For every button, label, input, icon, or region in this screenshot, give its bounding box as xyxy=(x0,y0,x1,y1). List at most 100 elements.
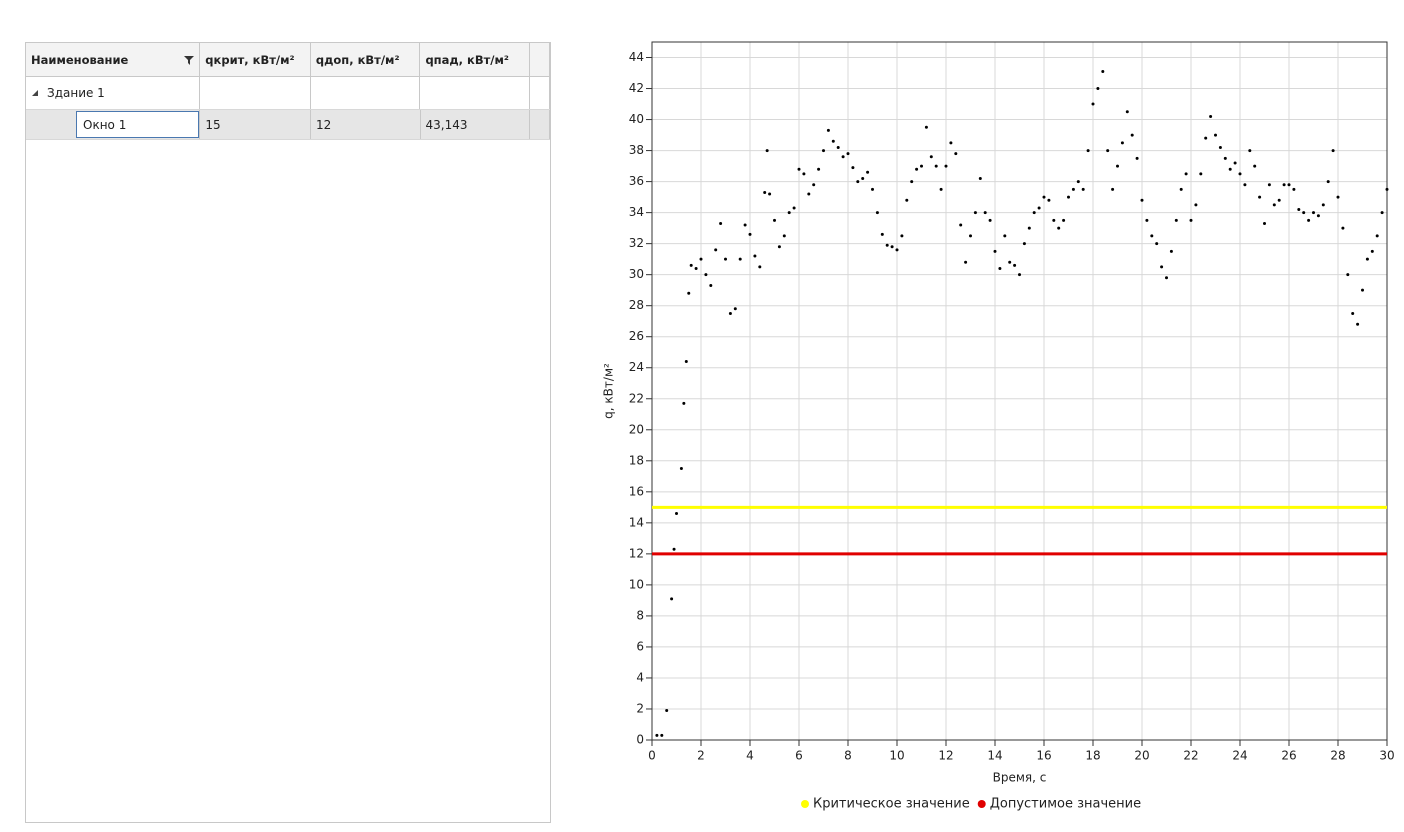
data-point xyxy=(1297,208,1301,212)
y-tick-label: 32 xyxy=(629,236,644,250)
data-point xyxy=(1160,265,1164,269)
header-cell[interactable]: qдоп, кВт/м² xyxy=(311,43,421,76)
y-tick-label: 44 xyxy=(629,50,644,64)
data-row[interactable]: Окно 1 15 12 43,143 xyxy=(26,110,550,140)
data-point xyxy=(822,149,825,153)
x-tick-label: 18 xyxy=(1085,749,1100,763)
data-point xyxy=(1199,172,1203,176)
data-point xyxy=(777,245,781,249)
data-point xyxy=(934,164,938,168)
data-point xyxy=(939,187,943,191)
y-tick-label: 40 xyxy=(629,112,644,126)
header-cell[interactable]: qкрит, кВт/м² xyxy=(200,43,311,76)
cell: 43,143 xyxy=(421,110,531,139)
header-cell[interactable]: qпад, кВт/м² xyxy=(420,43,531,76)
data-point xyxy=(944,164,948,168)
x-tick-label: 0 xyxy=(648,749,656,763)
data-point xyxy=(1047,198,1051,202)
data-point xyxy=(709,284,713,288)
x-tick-label: 24 xyxy=(1232,749,1247,763)
data-point xyxy=(1008,260,1012,264)
y-tick-label: 12 xyxy=(629,546,644,560)
cell xyxy=(530,77,550,109)
data-point xyxy=(714,248,718,252)
data-point xyxy=(1346,273,1350,277)
y-tick-label: 28 xyxy=(629,298,644,312)
cell-text[interactable]: Окно 1 xyxy=(76,111,200,138)
data-point xyxy=(875,211,879,215)
data-point xyxy=(1081,187,1085,191)
data-point xyxy=(792,206,796,210)
tree-table: Наименование qкрит, кВт/м² qдоп, кВт/м² … xyxy=(25,42,551,823)
data-point xyxy=(672,547,676,551)
y-tick-label: 4 xyxy=(636,670,644,684)
y-tick-label: 16 xyxy=(629,484,644,498)
data-point xyxy=(1331,149,1335,153)
cell: 12 xyxy=(311,110,421,139)
data-point xyxy=(1184,172,1188,176)
y-tick-label: 2 xyxy=(636,701,644,715)
data-point xyxy=(910,180,914,184)
data-point xyxy=(1287,183,1291,187)
data-point xyxy=(1022,242,1026,246)
data-point xyxy=(871,187,874,191)
header-cell[interactable]: Наименование xyxy=(26,43,201,76)
data-point xyxy=(687,291,691,295)
data-point xyxy=(1189,218,1193,222)
data-point xyxy=(1174,218,1178,222)
header-cell xyxy=(530,43,550,76)
collapse-icon[interactable] xyxy=(31,89,39,97)
data-point xyxy=(905,198,909,202)
y-tick-label: 38 xyxy=(629,143,644,157)
data-point xyxy=(1351,311,1355,315)
data-point xyxy=(1282,183,1286,187)
data-point xyxy=(670,597,674,601)
cell xyxy=(530,110,550,139)
data-point xyxy=(689,263,693,267)
data-point xyxy=(1214,133,1217,137)
data-point xyxy=(743,223,747,227)
data-point xyxy=(983,211,987,215)
data-point xyxy=(1067,195,1070,199)
y-tick-label: 0 xyxy=(636,733,644,747)
group-row[interactable]: Здание 1 xyxy=(26,77,550,110)
data-point xyxy=(915,167,919,171)
data-point xyxy=(1248,149,1252,153)
plot-frame xyxy=(651,41,1388,741)
x-tick-label: 2 xyxy=(697,749,705,763)
data-point xyxy=(1013,263,1017,267)
data-point xyxy=(1302,211,1306,215)
data-point xyxy=(836,145,840,149)
data-point xyxy=(817,167,821,171)
data-point xyxy=(1169,249,1173,253)
data-point xyxy=(1204,136,1208,140)
y-axis-label: q, кВт/м² xyxy=(602,363,616,419)
y-tick-label: 14 xyxy=(629,515,644,529)
data-point xyxy=(1341,226,1345,230)
legend-label: Допустимое значение xyxy=(990,797,1141,812)
data-point xyxy=(1307,218,1311,222)
data-point xyxy=(929,155,933,159)
cell: 15 xyxy=(200,110,311,139)
table-header: Наименование qкрит, кВт/м² qдоп, кВт/м² … xyxy=(26,43,550,77)
data-point xyxy=(728,311,732,315)
data-point xyxy=(895,248,899,252)
data-point xyxy=(812,183,816,187)
data-point xyxy=(807,192,811,196)
data-point xyxy=(1120,141,1124,145)
data-point xyxy=(1243,183,1247,187)
data-point xyxy=(969,234,972,238)
data-point xyxy=(1253,164,1257,168)
cell xyxy=(311,77,421,109)
data-point xyxy=(1326,180,1330,184)
data-point xyxy=(665,709,669,713)
x-tick-label: 14 xyxy=(987,749,1002,763)
data-point xyxy=(988,218,992,222)
x-tick-label: 20 xyxy=(1134,749,1149,763)
data-point xyxy=(1018,273,1021,277)
filter-icon[interactable] xyxy=(184,55,195,65)
data-point xyxy=(675,512,678,516)
data-point xyxy=(866,170,870,174)
y-tick-label: 20 xyxy=(629,422,644,436)
data-point xyxy=(1027,226,1031,230)
